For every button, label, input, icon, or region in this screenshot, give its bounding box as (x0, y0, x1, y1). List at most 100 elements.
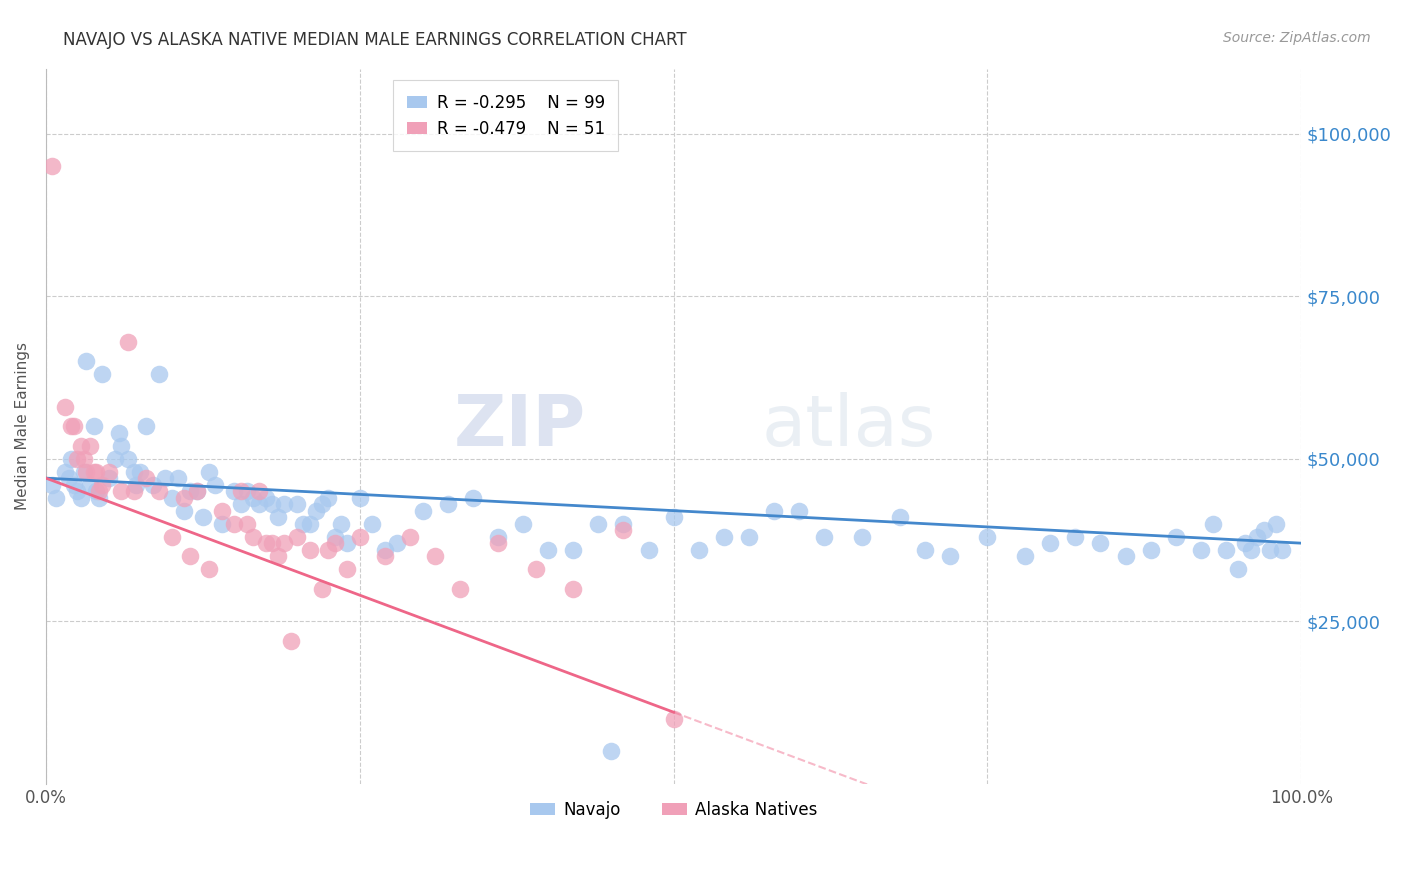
Point (336, 562, 359, 576)
Point (186, 484, 208, 499)
Point (247, 497, 270, 511)
Text: NAVAJO VS ALASKA NATIVE MEDIAN MALE EARNINGS CORRELATION CHART: NAVAJO VS ALASKA NATIVE MEDIAN MALE EARN… (63, 31, 688, 49)
Point (135, 471, 157, 485)
Point (599, 744, 621, 758)
Point (91, 477, 114, 491)
Point (1233, 536, 1256, 550)
Point (851, 530, 873, 544)
Point (436, 497, 458, 511)
Point (1227, 562, 1250, 576)
Point (787, 503, 810, 517)
Point (1164, 530, 1187, 544)
Point (79, 439, 101, 453)
Point (160, 530, 183, 544)
Point (62, 419, 84, 434)
Point (1039, 536, 1062, 550)
Point (461, 491, 484, 505)
Point (1271, 542, 1294, 557)
Point (247, 484, 270, 499)
Point (83, 465, 105, 479)
Legend: Navajo, Alaska Natives: Navajo, Alaska Natives (523, 794, 824, 825)
Point (713, 530, 735, 544)
Point (58, 471, 80, 485)
Point (41, 477, 63, 491)
Point (349, 491, 371, 505)
Point (311, 582, 333, 596)
Point (260, 497, 283, 511)
Text: atlas: atlas (762, 392, 936, 460)
Point (53, 465, 76, 479)
Point (1253, 523, 1275, 537)
Point (62, 477, 84, 491)
Point (122, 465, 145, 479)
Point (191, 510, 214, 524)
Point (107, 425, 129, 440)
Point (110, 439, 132, 453)
Point (318, 491, 340, 505)
Point (198, 465, 221, 479)
Point (211, 516, 233, 531)
Point (45, 491, 67, 505)
Point (1240, 542, 1263, 557)
Point (87, 491, 110, 505)
Point (117, 451, 139, 466)
Point (330, 516, 353, 531)
Point (280, 633, 302, 648)
Point (91, 367, 114, 381)
Point (512, 516, 534, 531)
Point (1189, 542, 1212, 557)
Point (70, 439, 93, 453)
Point (305, 503, 328, 517)
Point (97, 465, 120, 479)
Point (198, 562, 221, 576)
Point (323, 536, 346, 550)
Point (1115, 549, 1137, 564)
Point (66, 484, 89, 499)
Point (72, 465, 94, 479)
Point (179, 484, 201, 499)
Point (211, 503, 233, 517)
Point (267, 549, 290, 564)
Y-axis label: Median Male Earnings: Median Male Earnings (15, 343, 30, 510)
Point (298, 516, 321, 531)
Point (84, 465, 107, 479)
Point (1139, 542, 1161, 557)
Point (97, 471, 120, 485)
Point (336, 536, 359, 550)
Point (273, 536, 295, 550)
Point (75, 465, 97, 479)
Point (612, 523, 634, 537)
Point (688, 542, 710, 557)
Point (323, 530, 346, 544)
Point (449, 582, 471, 596)
Point (60, 451, 83, 466)
Point (1265, 516, 1288, 531)
Point (87, 484, 110, 499)
Point (66, 451, 89, 466)
Point (361, 516, 384, 531)
Point (179, 549, 201, 564)
Point (267, 510, 290, 524)
Point (229, 484, 252, 499)
Point (486, 536, 509, 550)
Point (173, 491, 195, 505)
Point (84, 484, 107, 499)
Point (104, 451, 127, 466)
Point (135, 419, 157, 434)
Point (939, 549, 962, 564)
Point (813, 530, 835, 544)
Point (229, 497, 252, 511)
Point (637, 542, 659, 557)
Point (60, 419, 83, 434)
Point (412, 503, 434, 517)
Point (186, 484, 208, 499)
Point (160, 491, 183, 505)
Point (1090, 536, 1112, 550)
Point (242, 491, 264, 505)
Point (122, 484, 145, 499)
Point (537, 542, 560, 557)
Point (117, 334, 139, 349)
Point (285, 497, 308, 511)
Point (125, 477, 148, 491)
Point (83, 419, 105, 434)
